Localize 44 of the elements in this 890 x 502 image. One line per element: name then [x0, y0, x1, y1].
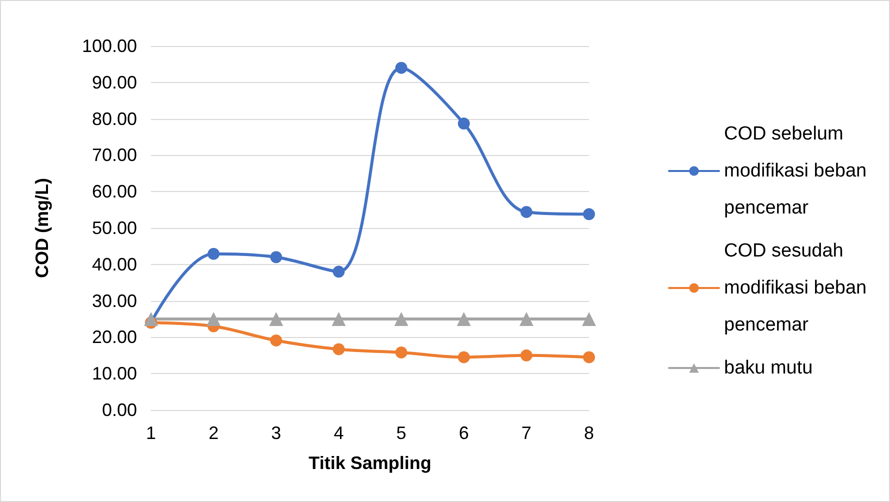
- point: [208, 248, 220, 260]
- y-axis-title: COD (mg/L): [32, 178, 52, 278]
- x-tick-label: 7: [521, 423, 532, 443]
- y-tick-label: 100.00: [82, 36, 137, 56]
- y-tick-label: 20.00: [92, 327, 137, 348]
- x-tick-label: 1: [146, 423, 156, 443]
- point: [270, 251, 282, 264]
- y-tick-label: 10.00: [92, 364, 137, 384]
- point: [583, 351, 595, 364]
- y-tick-label: 40.00: [92, 254, 137, 274]
- point: [520, 206, 532, 218]
- point: [332, 312, 346, 326]
- point: [582, 312, 596, 326]
- point: [332, 343, 345, 356]
- legend-label: baku mutu: [724, 358, 813, 378]
- point: [269, 312, 284, 326]
- x-axis-title: Titik Sampling: [308, 453, 432, 473]
- x-tick-label: 5: [396, 423, 406, 443]
- x-tick-label: 4: [334, 423, 344, 443]
- point: [332, 266, 345, 278]
- x-tick-label: 8: [584, 423, 594, 443]
- point: [144, 312, 158, 326]
- x-tick-label: 2: [208, 423, 219, 443]
- y-tick-label: 0.00: [102, 400, 137, 420]
- x-tick-label: 3: [271, 423, 282, 443]
- point: [395, 346, 408, 358]
- point: [206, 312, 221, 326]
- y-tick-label: 70.00: [92, 145, 137, 166]
- y-tick-label: 80.00: [92, 108, 137, 129]
- y-tick-label: 60.00: [92, 182, 137, 202]
- y-tick-label: 30.00: [92, 290, 137, 311]
- point: [583, 208, 595, 220]
- y-tick-label: 50.00: [92, 218, 137, 238]
- legend-label: COD sebelum modifikasi beban pencemar: [724, 124, 872, 218]
- y-tick-label: 90.00: [92, 72, 137, 92]
- point: [458, 118, 470, 130]
- point: [395, 62, 408, 74]
- point: [270, 334, 282, 346]
- point: [394, 312, 408, 326]
- x-tick-label: 6: [458, 423, 469, 443]
- point: [456, 312, 471, 326]
- point: [520, 349, 532, 362]
- point: [519, 312, 534, 326]
- point: [458, 351, 470, 364]
